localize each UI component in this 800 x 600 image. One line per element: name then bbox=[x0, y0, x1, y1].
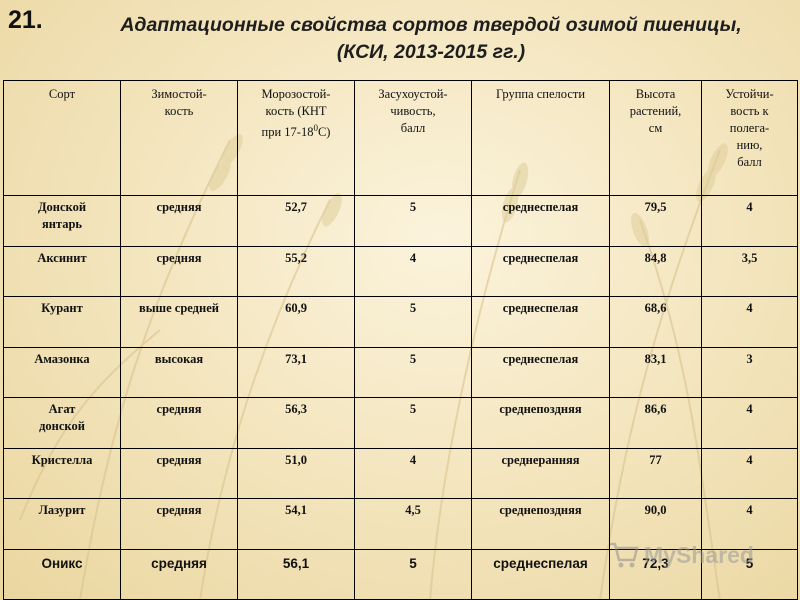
cell-frost: 73,1 bbox=[237, 346, 355, 398]
slide-title: Адаптационные свойства сортов твердой оз… bbox=[62, 12, 800, 66]
cell-lodging: 3 bbox=[701, 346, 798, 398]
cell-variety: Донской янтарь bbox=[3, 195, 121, 247]
watermark-text: MyShared bbox=[644, 541, 754, 568]
cell-height: 84,8 bbox=[609, 245, 702, 297]
cell-maturity: среднепоздняя bbox=[471, 498, 610, 550]
cell-lodging: 4 bbox=[701, 296, 798, 348]
cell-winter: средняя bbox=[120, 397, 238, 449]
cell-variety: Амазонка bbox=[3, 346, 121, 398]
cell-winter: выше средней bbox=[120, 296, 238, 348]
table-row: Донской янтарь средняя 52,7 5 среднеспел… bbox=[3, 195, 798, 247]
cell-variety: Оникс bbox=[3, 548, 121, 600]
table-row: Оникс средняя 56,1 5 среднеспелая 72,3 5 bbox=[3, 548, 798, 600]
cell-frost: 55,2 bbox=[237, 245, 355, 297]
header-drought-resistance: Засухоустой- чивость, балл bbox=[354, 80, 472, 196]
varieties-table: Сорт Зимостой- кость Морозостой- кость (… bbox=[3, 80, 798, 600]
cell-drought: 5 bbox=[354, 548, 472, 600]
cell-lodging: 4 bbox=[701, 195, 798, 247]
header-lodging-resistance: Устойчи- вость к полега- нию, балл bbox=[701, 80, 798, 196]
cell-variety: Кристелла bbox=[3, 447, 121, 499]
watermark: MyShared bbox=[608, 538, 754, 572]
title-line-2: (КСИ, 2013-2015 гг.) bbox=[336, 41, 526, 63]
header-frost-resistance: Морозостой- кость (КНТ при 17-180С) bbox=[237, 80, 355, 196]
slide-number: 21. bbox=[8, 6, 43, 34]
cell-frost: 60,9 bbox=[237, 296, 355, 348]
cell-lodging: 5 bbox=[701, 548, 798, 600]
cell-maturity: среднеспелая bbox=[471, 346, 610, 398]
cell-frost: 52,7 bbox=[237, 195, 355, 247]
cell-height: 77 bbox=[609, 447, 702, 499]
cell-winter: высокая bbox=[120, 346, 238, 398]
table-header-row: Сорт Зимостой- кость Морозостой- кость (… bbox=[3, 80, 798, 196]
cell-winter: средняя bbox=[120, 548, 238, 600]
cell-variety: Агат донской bbox=[3, 397, 121, 449]
cell-variety: Аксинит bbox=[3, 245, 121, 297]
cell-lodging: 4 bbox=[701, 397, 798, 449]
header-plant-height: Высота растений, см bbox=[609, 80, 702, 196]
table-row: Амазонка высокая 73,1 5 среднеспелая 83,… bbox=[3, 346, 798, 398]
cell-drought: 5 bbox=[354, 346, 472, 398]
header-maturity-group: Группа спелости bbox=[471, 80, 610, 196]
cell-lodging: 3,5 bbox=[701, 245, 798, 297]
cell-drought: 4 bbox=[354, 245, 472, 297]
cell-frost: 51,0 bbox=[237, 447, 355, 499]
cell-height: 72,3 bbox=[609, 548, 702, 600]
cell-height: 86,6 bbox=[609, 397, 702, 449]
cell-winter: средняя bbox=[120, 195, 238, 247]
cell-maturity: среднепоздняя bbox=[471, 397, 610, 449]
cell-frost: 56,3 bbox=[237, 397, 355, 449]
cell-drought: 4,5 bbox=[354, 498, 472, 550]
cell-frost: 56,1 bbox=[237, 548, 355, 600]
table-row: Кристелла средняя 51,0 4 среднеранняя 77… bbox=[3, 447, 798, 499]
cell-drought: 5 bbox=[354, 296, 472, 348]
header-variety: Сорт bbox=[3, 80, 121, 196]
cell-height: 68,6 bbox=[609, 296, 702, 348]
cell-maturity: среднеранняя bbox=[471, 447, 610, 499]
table-row: Аксинит средняя 55,2 4 среднеспелая 84,8… bbox=[3, 245, 798, 297]
cell-drought: 4 bbox=[354, 447, 472, 499]
cell-height: 90,0 bbox=[609, 498, 702, 550]
cell-drought: 5 bbox=[354, 195, 472, 247]
table-row: Лазурит средняя 54,1 4,5 среднепоздняя 9… bbox=[3, 498, 798, 550]
title-line-1: Адаптационные свойства сортов твердой оз… bbox=[120, 14, 742, 36]
cell-maturity: среднеспелая bbox=[471, 548, 610, 600]
cell-height: 83,1 bbox=[609, 346, 702, 398]
cell-frost: 54,1 bbox=[237, 498, 355, 550]
cell-variety: Курант bbox=[3, 296, 121, 348]
cart-icon bbox=[610, 542, 639, 568]
cell-winter: средняя bbox=[120, 498, 238, 550]
cell-height: 79,5 bbox=[609, 195, 702, 247]
cell-maturity: среднеспелая bbox=[471, 195, 610, 247]
cell-variety: Лазурит bbox=[3, 498, 121, 550]
header-winter-hardiness: Зимостой- кость bbox=[120, 80, 238, 196]
cell-winter: средняя bbox=[120, 447, 238, 499]
table-row: Курант выше средней 60,9 5 среднеспелая … bbox=[3, 296, 798, 348]
cell-winter: средняя bbox=[120, 245, 238, 297]
cell-maturity: среднеспелая bbox=[471, 245, 610, 297]
table-row: Агат донской средняя 56,3 5 среднепоздня… bbox=[3, 397, 798, 449]
cell-drought: 5 bbox=[354, 397, 472, 449]
cell-lodging: 4 bbox=[701, 447, 798, 499]
cell-maturity: среднеспелая bbox=[471, 296, 610, 348]
